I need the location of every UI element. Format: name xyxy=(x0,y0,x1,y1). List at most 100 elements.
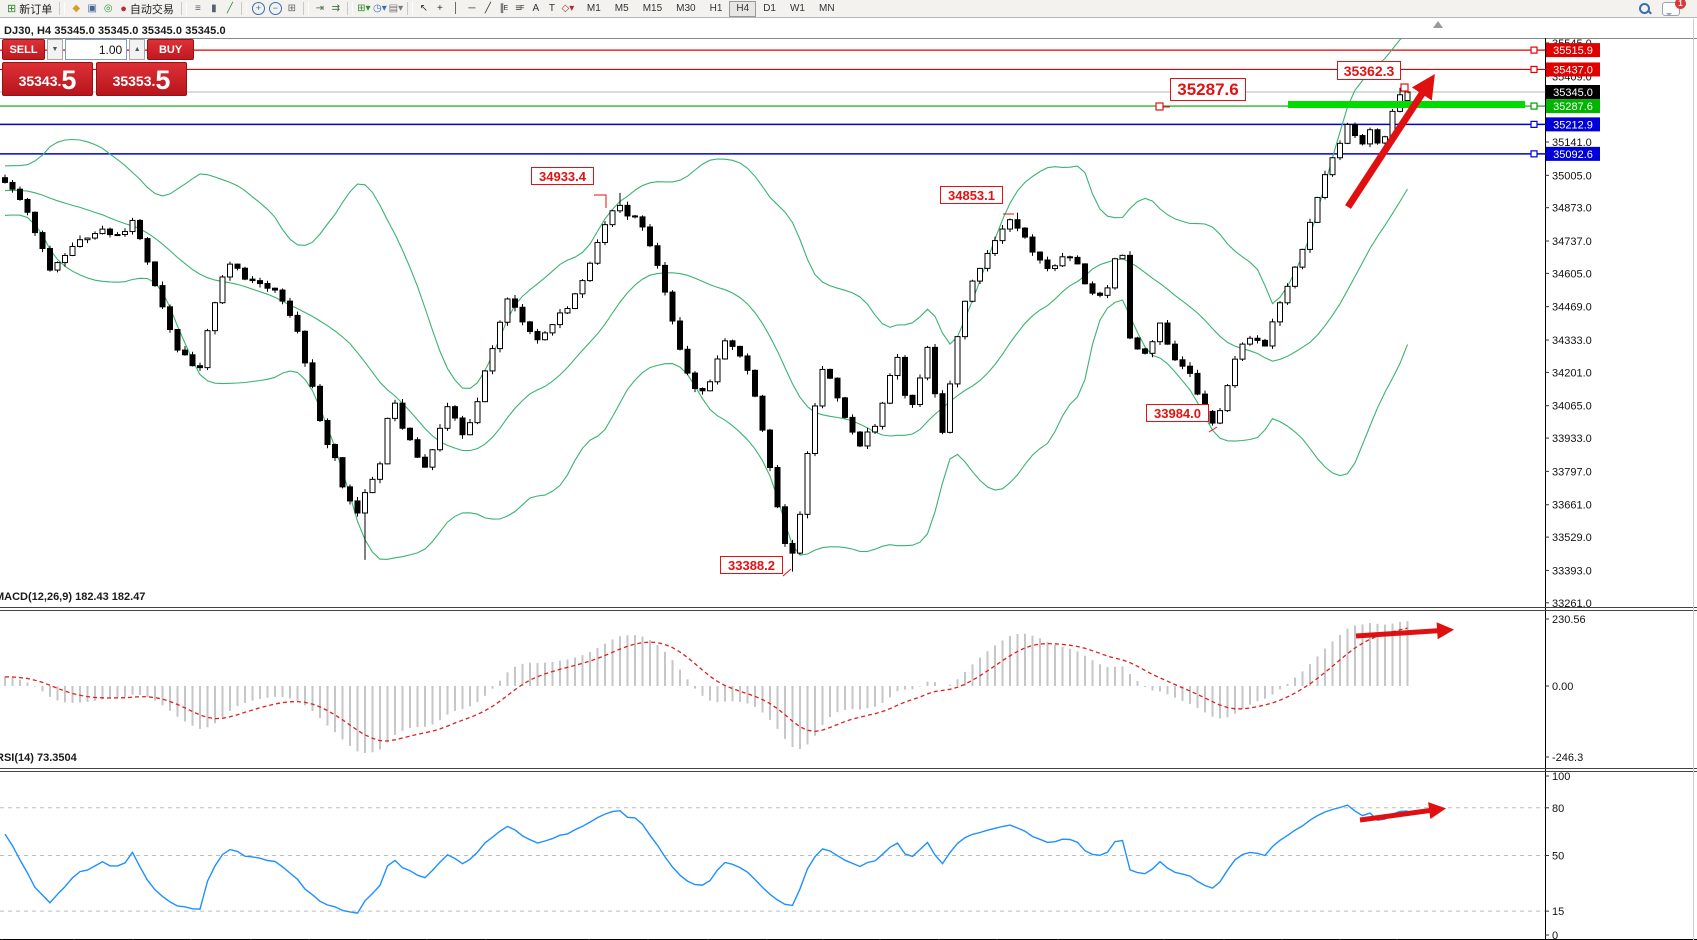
price-label-33984[interactable]: 33984.0 xyxy=(1146,404,1209,422)
trendline-icon[interactable]: ╱ xyxy=(484,3,491,14)
signal-icon[interactable]: ◎ xyxy=(103,3,113,14)
timeframe-m15[interactable]: M15 xyxy=(642,2,663,14)
terminal-icon[interactable]: ▣ xyxy=(87,3,97,14)
price-label-34853[interactable]: 34853.1 xyxy=(940,186,1003,204)
toolbar-separator xyxy=(59,2,66,15)
svg-text:33261.0: 33261.0 xyxy=(1552,598,1592,610)
chart-shift-icon[interactable]: ⇥ xyxy=(315,3,325,14)
label-icon[interactable]: T xyxy=(548,3,555,14)
chart-canvas[interactable]: 35545.035409.035141.035005.034873.034737… xyxy=(0,19,1697,940)
svg-text:0: 0 xyxy=(1552,930,1558,940)
main-price-panel xyxy=(0,39,1545,577)
trend-arrow-rsi[interactable] xyxy=(1359,802,1447,823)
toolbar-separator xyxy=(302,2,309,15)
chart-shift-marker-icon xyxy=(1433,21,1443,28)
timeframe-h1[interactable]: H1 xyxy=(709,2,723,14)
period-menu-icon[interactable]: ◷▾ xyxy=(373,3,387,14)
main-toolbar: ⊞ 新订单 ◆ ▣ ◎ ● 自动交易 ≡ ▮ ╱ + − ⊞ ⇥ ⇉ ⊞▾ ◷▾ ▤▾ ↖ + │ ─ ╱ ∥ E ≡ F A T ◇▾ … xyxy=(0,0,1697,18)
svg-text:34065.0: 34065.0 xyxy=(1552,401,1592,413)
channel-icon[interactable]: ∥ E xyxy=(499,3,509,14)
price-label-35362[interactable]: 35362.3 xyxy=(1337,61,1401,80)
svg-text:0.00: 0.00 xyxy=(1552,681,1573,693)
svg-text:80: 80 xyxy=(1552,803,1564,815)
svg-text:35005.0: 35005.0 xyxy=(1552,170,1592,182)
new-order-button[interactable]: ⊞ 新订单 xyxy=(3,1,56,17)
auto-trading-button[interactable]: ● 自动交易 xyxy=(116,1,178,17)
svg-text:34333.0: 34333.0 xyxy=(1552,335,1592,347)
svg-text:33661.0: 33661.0 xyxy=(1552,500,1592,512)
cursor-icon[interactable]: ↖ xyxy=(419,3,429,14)
toolbar-separator xyxy=(346,2,353,15)
text-icon[interactable]: A xyxy=(532,3,540,14)
sell-price-box[interactable]: 35343. 5 xyxy=(2,62,93,96)
svg-text:34201.0: 34201.0 xyxy=(1552,367,1592,379)
timeframe-d1[interactable]: D1 xyxy=(763,2,776,14)
svg-text:-246.3: -246.3 xyxy=(1552,752,1583,764)
new-chart-icon[interactable]: ⊞▾ xyxy=(357,3,371,14)
crosshair-icon[interactable]: + xyxy=(436,3,443,14)
fibonacci-icon[interactable]: ≡ F xyxy=(515,3,525,14)
buy-price-box[interactable]: 35353. 5 xyxy=(96,62,187,96)
new-order-button-label: 新订单 xyxy=(19,3,53,16)
toolbar-separator xyxy=(180,2,187,15)
horizontal-line-icon[interactable]: ─ xyxy=(468,3,476,14)
price-label-35287[interactable]: 35287.6 xyxy=(1170,78,1246,101)
candlestick-chart-icon[interactable]: ▮ xyxy=(211,3,217,14)
toolbar-separator xyxy=(240,2,247,15)
vertical-line-icon[interactable]: │ xyxy=(452,3,459,14)
svg-text:35515.9: 35515.9 xyxy=(1553,45,1593,57)
svg-text:230.56: 230.56 xyxy=(1552,614,1586,626)
timeframe-m30[interactable]: M30 xyxy=(676,2,696,14)
svg-text:34469.0: 34469.0 xyxy=(1552,302,1592,314)
svg-text:35141.0: 35141.0 xyxy=(1552,137,1592,149)
gold-icon[interactable]: ◆ xyxy=(72,3,81,14)
line-chart-icon[interactable]: ╱ xyxy=(226,3,233,14)
timeframe-mn[interactable]: MN xyxy=(818,2,835,14)
price-axis[interactable]: 35545.035409.035141.035005.034873.034737… xyxy=(1545,38,1600,940)
timeframe-w1[interactable]: W1 xyxy=(789,2,805,14)
svg-text:33797.0: 33797.0 xyxy=(1552,466,1592,478)
chat-icon[interactable]: 1 xyxy=(1662,0,1686,16)
timeframe-h4[interactable]: H4 xyxy=(729,0,757,17)
tile-windows-icon[interactable]: ⊞ xyxy=(287,3,297,14)
trend-arrow-main[interactable] xyxy=(1345,74,1435,209)
buy-button[interactable]: BUY xyxy=(147,39,194,60)
svg-text:35287.6: 35287.6 xyxy=(1553,101,1593,113)
support-zone-bar[interactable] xyxy=(1288,101,1525,108)
timeframe-m5[interactable]: M5 xyxy=(614,2,629,14)
search-icon[interactable] xyxy=(1638,2,1652,16)
trend-arrow-macd[interactable] xyxy=(1355,622,1455,640)
volume-increase-button[interactable]: ▲ xyxy=(129,39,146,60)
price-label-34933[interactable]: 34933.4 xyxy=(531,167,594,185)
zoom-in-icon[interactable]: + xyxy=(251,2,265,15)
svg-text:100: 100 xyxy=(1552,771,1570,783)
window-edge xyxy=(1693,19,1694,940)
volume-input[interactable]: 1.00 xyxy=(65,39,128,60)
chart-area[interactable]: 35545.035409.035141.035005.034873.034737… xyxy=(0,19,1697,940)
svg-text:34873.0: 34873.0 xyxy=(1552,203,1592,215)
svg-text:50: 50 xyxy=(1552,851,1564,863)
sell-button[interactable]: SELL xyxy=(2,39,46,60)
template-menu-icon[interactable]: ▤▾ xyxy=(388,3,404,14)
svg-text:35345.0: 35345.0 xyxy=(1553,87,1593,99)
svg-text:33933.0: 33933.0 xyxy=(1552,433,1592,445)
buy-price: 35353. xyxy=(112,73,156,89)
price-label-33388[interactable]: 33388.2 xyxy=(720,556,783,574)
svg-text:35437.0: 35437.0 xyxy=(1553,64,1593,76)
svg-text:33393.0: 33393.0 xyxy=(1552,565,1592,577)
macd-panel xyxy=(4,621,1409,753)
timeframe-m1[interactable]: M1 xyxy=(586,2,601,14)
one-click-trade-panel: SELL ▼ 1.00 ▲ BUY 35343. 5 35353. 5 xyxy=(2,39,194,96)
zoom-out-icon[interactable]: − xyxy=(268,2,282,15)
volume-decrease-button[interactable]: ▼ xyxy=(47,39,64,60)
arrows-icon[interactable]: ◇▾ xyxy=(561,3,575,14)
new-order-icon: ⊞ xyxy=(7,3,17,15)
svg-text:33529.0: 33529.0 xyxy=(1552,532,1592,544)
auto-trading-button-label: 自动交易 xyxy=(129,3,174,16)
auto-scroll-icon[interactable]: ⇉ xyxy=(331,3,341,14)
svg-text:35092.6: 35092.6 xyxy=(1553,149,1593,161)
macd-label: MACD(12,26,9) 182.43 182.47 xyxy=(0,591,146,603)
bar-chart-icon[interactable]: ≡ xyxy=(194,3,201,14)
toolbar-icon-group: ⊞ 新订单 ◆ ▣ ◎ ● 自动交易 ≡ ▮ ╱ + − ⊞ ⇥ ⇉ ⊞▾ ◷▾ ▤▾ ↖ + │ ─ ╱ ∥ E ≡ F A T ◇▾ xyxy=(3,1,576,17)
